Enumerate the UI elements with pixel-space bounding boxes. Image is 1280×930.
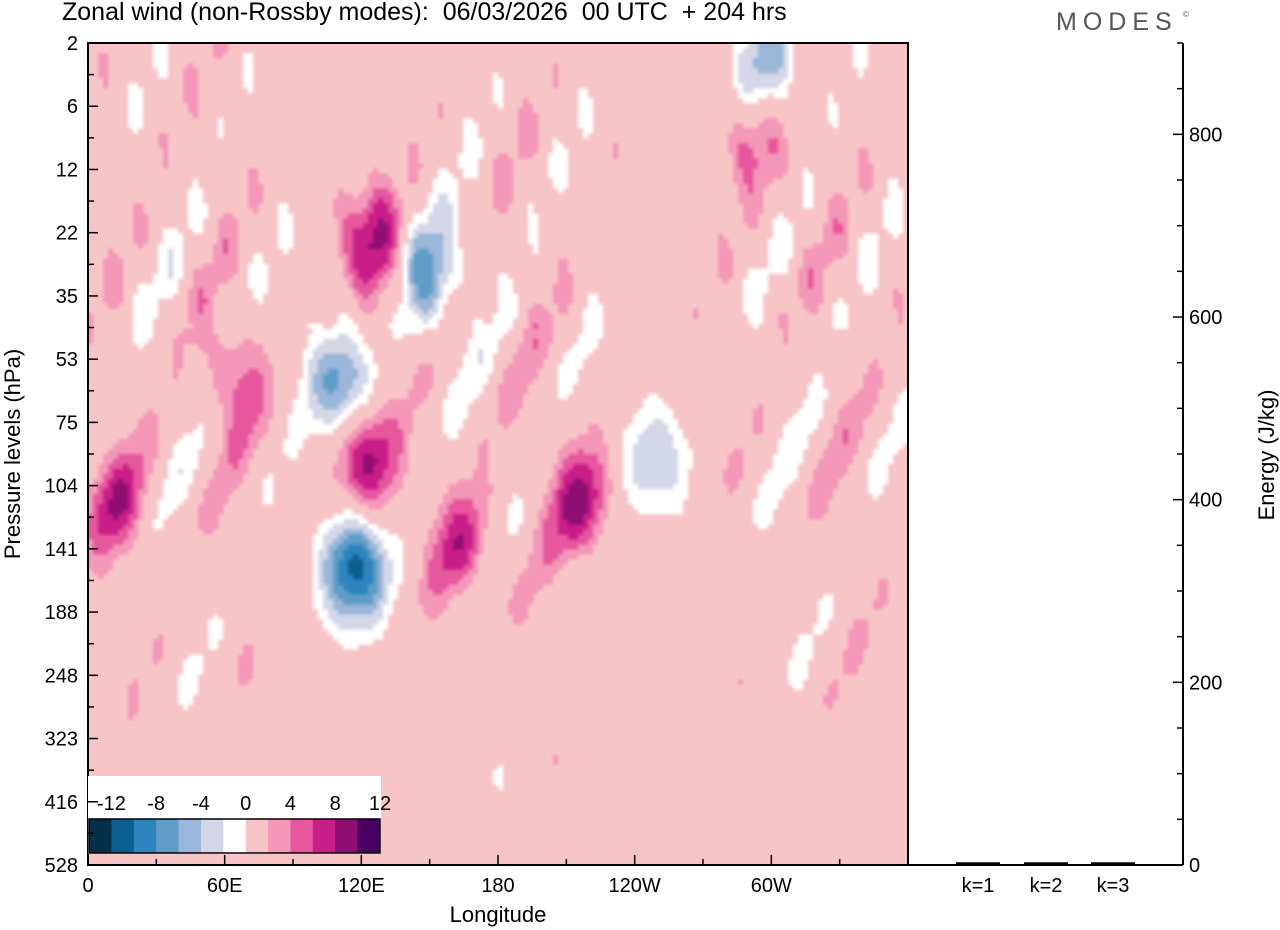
x-tick-label: 0 — [82, 875, 93, 897]
colorbar-swatch — [335, 819, 359, 853]
colorbar-swatch — [268, 819, 291, 853]
energy-category-label: k=2 — [1030, 875, 1063, 897]
y-tick-label: 528 — [45, 855, 78, 877]
energy-tick-label: 400 — [1189, 490, 1222, 512]
y-tick-label: 6 — [67, 96, 78, 118]
colorbar-swatch — [111, 819, 135, 853]
y-tick-label: 248 — [45, 665, 78, 687]
brand-logo: MODES — [1056, 8, 1178, 36]
energy-category-label: k=1 — [962, 875, 995, 897]
y-tick-label: 75 — [56, 412, 78, 434]
colorbar-label: 0 — [240, 793, 251, 815]
colorbar-swatch — [200, 819, 224, 853]
pressure-axis: 2 6 12 22 35 53 75 104 141 188 248 323 416 528 — [45, 33, 98, 877]
colorbar-swatch — [156, 819, 180, 853]
longitude-axis: 0 60E 120E 180 120W 60W — [82, 855, 909, 897]
colorbar-swatch — [89, 819, 112, 853]
colorbar-swatch — [223, 819, 247, 853]
y-tick-label: 12 — [56, 159, 78, 181]
colorbar-swatch — [245, 819, 269, 853]
colorbar-label: -8 — [147, 793, 165, 815]
x-tick-label: 120W — [609, 875, 661, 897]
x-tick-label: 120E — [338, 875, 385, 897]
colorbar-label: 12 — [369, 793, 391, 815]
y-tick-label: 141 — [45, 539, 78, 561]
energy-axis-title: Energy (J/kg) — [1254, 390, 1279, 521]
x-tick-label: 60W — [751, 875, 792, 897]
energy-bar — [1024, 862, 1068, 865]
colorbar-label: -12 — [97, 793, 126, 815]
energy-bar — [1091, 862, 1135, 865]
y-axis-title: Pressure levels (hPa) — [0, 349, 25, 559]
y-tick-label: 323 — [45, 729, 78, 751]
chart-title: Zonal wind (non-Rossby modes): 06/03/202… — [62, 0, 787, 26]
colorbar: -12 -8 -4 0 4 8 12 — [88, 776, 391, 854]
y-tick-label: 53 — [56, 349, 78, 371]
heatmap-contours — [88, 43, 908, 865]
energy-tick-label: 0 — [1189, 855, 1200, 877]
energy-panel: 0 200 400 600 800 k=1 k=2 k=3 — [956, 42, 1222, 897]
heatmap-field — [88, 43, 908, 865]
energy-tick-label: 200 — [1189, 672, 1222, 694]
colorbar-swatch — [357, 819, 381, 853]
y-tick-label: 416 — [45, 792, 78, 814]
colorbar-swatch — [290, 819, 314, 853]
colorbar-label: -4 — [192, 793, 210, 815]
colorbar-label: 8 — [330, 793, 341, 815]
energy-bar — [956, 862, 1000, 865]
y-tick-label: 188 — [45, 602, 78, 624]
colorbar-swatch — [133, 819, 157, 853]
energy-category-label: k=3 — [1097, 875, 1130, 897]
y-tick-label: 22 — [56, 223, 78, 245]
energy-tick-label: 600 — [1189, 307, 1222, 329]
x-axis-title: Longitude — [450, 902, 547, 927]
brand-copyright-mark: © — [1183, 10, 1189, 19]
y-tick-label: 35 — [56, 286, 78, 308]
y-tick-label: 2 — [67, 33, 78, 55]
colorbar-label: 4 — [285, 793, 296, 815]
colorbar-frame — [88, 818, 381, 854]
x-tick-label: 180 — [481, 875, 514, 897]
colorbar-swatch — [312, 819, 336, 853]
y-tick-label: 104 — [45, 476, 78, 498]
colorbar-swatch — [178, 819, 202, 853]
x-tick-label: 60E — [207, 875, 243, 897]
energy-tick-label: 800 — [1189, 124, 1222, 146]
